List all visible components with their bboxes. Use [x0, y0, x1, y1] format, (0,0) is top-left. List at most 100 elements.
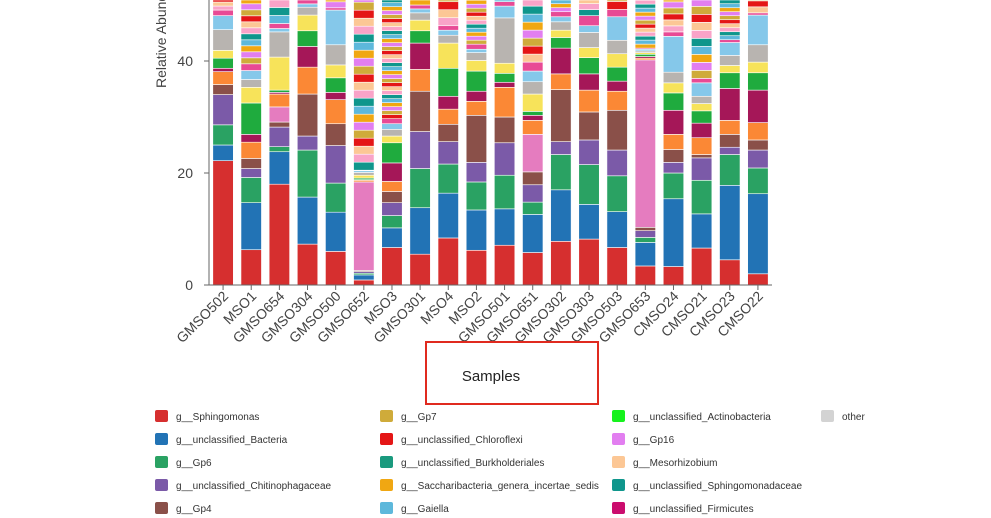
bar-segment-minor: [353, 41, 375, 51]
bar-segment-g__unclassified_Firmicutes: [465, 43, 487, 50]
bar-segment-minor: [353, 145, 375, 155]
bar-segment-minor: [240, 51, 262, 59]
bar-segment-minor: [691, 70, 713, 79]
bar-segment-minor: [381, 82, 403, 87]
bar-segment-g__unclassified_Firmicutes: [747, 12, 769, 16]
bar-segment-g__Gp4: [437, 123, 459, 142]
bar-segment-g__unclassified_Bacteria: [212, 144, 234, 161]
bar-stack-GMSO303: [578, 0, 600, 286]
bar-segment-g__Gp7: [353, 172, 375, 176]
legend-item[interactable]: g__unclassified_Sphingomonadaceae: [612, 479, 802, 492]
bar-segment-g__Gp7: [747, 44, 769, 63]
bar-segment-g__Gaiella: [296, 3, 319, 8]
bar-segment-g__unclassified_Actinobacteria: [522, 111, 544, 116]
bar-segment-minor: [719, 7, 741, 13]
legend-item[interactable]: g__unclassified_Bacteria: [155, 433, 288, 446]
bar-segment-g__Gp7: [494, 17, 516, 64]
bar-segment-minor: [381, 0, 403, 3]
legend-item[interactable]: g__Gp4: [155, 502, 212, 515]
bar-segment-minor: [719, 27, 741, 33]
bar-segment-g__unclassified_Chloroflexi: [578, 89, 600, 113]
legend-label: g__Gp16: [633, 435, 675, 446]
legend-swatch: [612, 433, 625, 445]
bar-segment-g__Gp4: [691, 154, 713, 159]
bar-segment-g__Gp7: [240, 79, 262, 88]
legend-label: g__unclassified_Firmicutes: [633, 504, 754, 515]
bar-segment-g__Gp6: [634, 237, 656, 243]
bar-segment-g__Gp16: [494, 81, 516, 88]
bar-segment-minor: [634, 35, 656, 41]
bar-segment-g__unclassified_Chloroflexi: [606, 90, 628, 111]
bar-segment-g__Mesorhizobium: [296, 14, 319, 32]
legend-item[interactable]: g__Saccharibacteria_genera_incertae_sedi…: [380, 479, 599, 492]
bar-stack-GMSO653: [634, 0, 656, 286]
bar-segment-minor: [465, 0, 487, 5]
bar-segment-minor: [634, 3, 656, 9]
bar-segment-g__Gp6: [409, 168, 431, 209]
bar-segment-g__unclassified_Chitinophagaceae: [550, 141, 572, 155]
bar-segment-g__unclassified_Bacteria: [409, 207, 431, 255]
bar-segment-g__Sphingomonas: [522, 252, 544, 286]
bar-segment-g__Mesorhizobium: [662, 82, 685, 94]
bar-segment-g__unclassified_Bacteria: [719, 185, 741, 261]
bar-segment-minor: [662, 13, 685, 21]
legend-item[interactable]: g__Mesorhizobium: [612, 456, 718, 469]
legend-item[interactable]: g__Sphingomonas: [155, 410, 259, 423]
legend-item[interactable]: g__unclassified_Burkholderiales: [380, 456, 544, 469]
bar-segment-g__Sphingomonas: [353, 279, 375, 286]
bar-segment-g__Gp16: [662, 109, 685, 135]
bar-segment-minor: [634, 19, 656, 25]
bar-segment-minor: [634, 39, 656, 45]
axes-layer: [208, 0, 772, 286]
bar-stack-MSO4: [437, 0, 459, 286]
legend-item[interactable]: g__Gp16: [612, 433, 675, 446]
bar-segment-g__Gp4: [240, 158, 262, 169]
legend-item[interactable]: g__Gp7: [380, 410, 437, 423]
bar-segment-minor: [353, 73, 375, 83]
bar-segment-g__Sphingomonas: [634, 265, 656, 286]
legend-item[interactable]: g__unclassified_Firmicutes: [612, 502, 754, 515]
bar-segment-g__Gp6: [212, 124, 234, 146]
bar-segment-minor: [381, 94, 403, 99]
bar-segment-g__Gp16: [550, 47, 572, 75]
legend-label: g__unclassified_Chitinophagaceae: [176, 481, 332, 492]
bar-segment-g__Gp6: [606, 175, 628, 212]
bar-segment-minor: [522, 5, 544, 15]
bar-segment-minor: [691, 62, 713, 71]
legend-item[interactable]: g__unclassified_Chloroflexi: [380, 433, 523, 446]
bar-segment-g__Sphingomonas: [550, 241, 572, 286]
bar-segment-g__unclassified_Actinobacteria: [268, 89, 290, 93]
bar-segment-g__unclassified_Firmicutes: [691, 78, 713, 84]
bar-segment-g__Gp4: [634, 227, 656, 231]
bar-segment-g__Gaiella: [381, 123, 403, 130]
bar-segment-g__unclassified_Bacteria: [268, 151, 290, 185]
bar-stack-GMSO651: [522, 0, 544, 286]
legend-label: g__Gp6: [176, 458, 212, 469]
bar-segment-minor: [381, 38, 403, 43]
bar-segment-minor: [381, 2, 403, 7]
bar-segment-minor: [353, 161, 375, 171]
legend-item[interactable]: g__unclassified_Actinobacteria: [612, 410, 771, 423]
bar-segment-g__Gp6: [494, 174, 516, 210]
legend-item[interactable]: g__Gp6: [155, 456, 212, 469]
bar-segment-g__unclassified_Firmicutes: [381, 118, 403, 125]
bar-segment-minor: [268, 7, 290, 16]
legend-item[interactable]: g__Gaiella: [380, 502, 449, 515]
bar-segment-minor: [465, 3, 487, 9]
bar-segment-g__Mesorhizobium: [268, 56, 290, 91]
legend-item[interactable]: other: [821, 410, 865, 423]
legend-label: g__unclassified_Burkholderiales: [401, 458, 544, 469]
bar-segment-g__Sphingomonas: [662, 266, 685, 286]
bar-segment-minor: [240, 0, 262, 5]
bar-stack-GMSO503: [606, 0, 628, 286]
bar-segment-minor: [381, 54, 403, 59]
bar-segment-g__Mesorhizobium: [747, 61, 769, 74]
bar-segment-g__unclassified_Bacteria: [381, 227, 403, 248]
bar-segment-g__Gp16: [240, 134, 262, 143]
legend-item[interactable]: g__unclassified_Chitinophagaceae: [155, 479, 332, 492]
legend-label: g__Gaiella: [401, 504, 449, 515]
bar-segment-minor: [691, 30, 713, 39]
bar-segment-minor: [353, 153, 375, 163]
bar-segment-minor: [353, 57, 375, 67]
bar-stack-GMSO502: [212, 0, 234, 286]
